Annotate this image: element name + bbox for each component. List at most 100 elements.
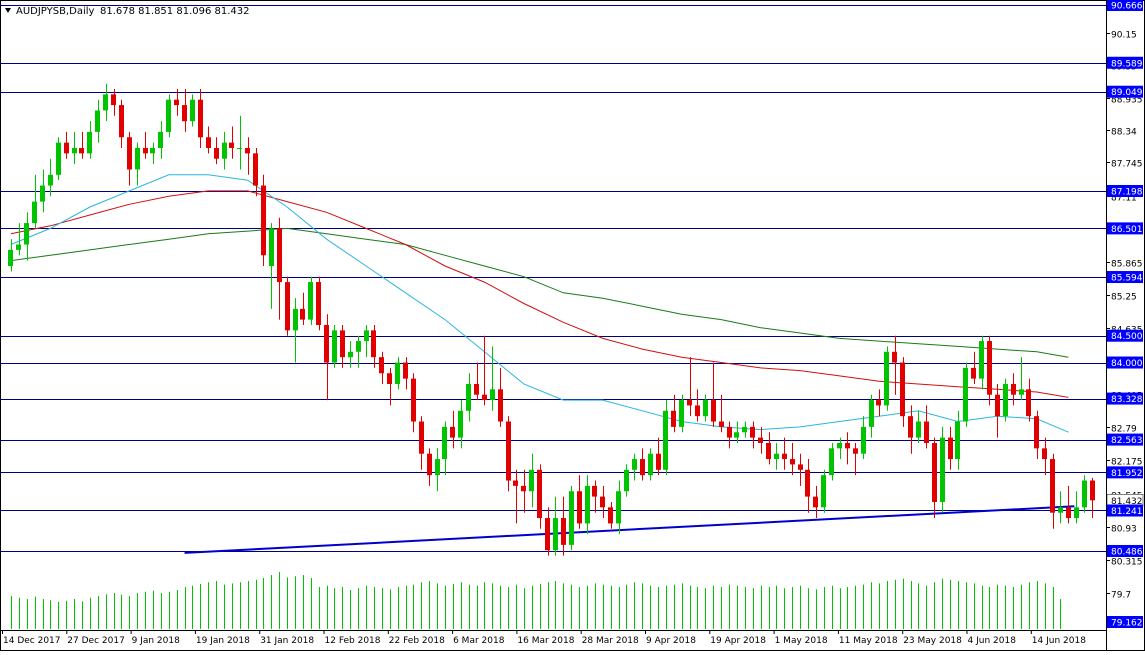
bull-candle xyxy=(663,400,668,476)
bear-candle xyxy=(545,507,550,556)
candle-body xyxy=(64,142,69,154)
bull-candle xyxy=(395,357,400,390)
bull-candle xyxy=(435,448,440,492)
candle-body xyxy=(766,442,771,460)
price-badge-label: 84.000 xyxy=(1111,359,1143,369)
level-price-badge xyxy=(1107,356,1143,369)
candle-body xyxy=(932,442,937,502)
bear-candle xyxy=(427,448,432,486)
candle-body xyxy=(979,341,984,379)
bear-candle xyxy=(277,217,282,320)
bull-candle xyxy=(364,324,369,358)
candle-body xyxy=(884,351,889,406)
bear-candle xyxy=(608,501,613,529)
bear-candle xyxy=(656,437,661,476)
candle-body xyxy=(805,469,810,497)
candle-body xyxy=(829,448,834,476)
candle-body xyxy=(561,518,566,545)
candle-body xyxy=(963,367,968,422)
bear-candle xyxy=(411,373,416,433)
candle-body xyxy=(742,426,747,433)
bear-candle xyxy=(592,480,597,513)
candle-body xyxy=(987,341,992,395)
candle-body xyxy=(1019,389,1024,395)
candle-body xyxy=(750,426,755,438)
bull-candle xyxy=(87,121,92,159)
candle-body xyxy=(600,496,605,508)
x-tick-label: 19 Apr 2018 xyxy=(710,636,766,646)
level-price-badge xyxy=(1107,433,1143,446)
candle-body xyxy=(845,442,850,449)
candle-body xyxy=(229,142,234,148)
candle-body xyxy=(174,99,179,106)
bull-candle xyxy=(95,99,100,143)
bear-candle xyxy=(900,357,905,427)
bear-candle xyxy=(450,410,455,449)
y-tick-label: 80.315 xyxy=(1111,558,1143,568)
candle-body xyxy=(916,421,921,438)
candle-body xyxy=(876,400,881,406)
bull-candle xyxy=(679,394,684,433)
candle-body xyxy=(364,330,369,342)
candle-body xyxy=(648,453,653,476)
bull-candle xyxy=(16,223,21,256)
bull-candle xyxy=(829,442,834,481)
candle-body xyxy=(395,362,400,384)
candle-body xyxy=(727,426,732,438)
bear-candle xyxy=(1042,437,1047,476)
candle-body xyxy=(900,362,905,417)
price-badges: 90.666 89.589 89.049 87.198 86.501 85.594 84.5… xyxy=(1106,0,1144,629)
level-price-badge xyxy=(1107,504,1143,517)
bear-candle xyxy=(261,174,266,266)
candles xyxy=(8,83,1095,556)
bear-candle xyxy=(482,335,487,406)
x-tick-label: 22 Feb 2018 xyxy=(389,636,445,646)
bull-candle xyxy=(553,496,558,556)
bull-candle xyxy=(774,442,779,470)
x-tick-label: 19 Jan 2018 xyxy=(196,636,250,646)
price-badge-label: 90.666 xyxy=(1111,2,1143,12)
candle-body xyxy=(790,459,795,465)
bear-candle xyxy=(577,475,582,529)
candle-body xyxy=(261,185,266,256)
bear-candle xyxy=(379,351,384,384)
candle-body xyxy=(411,378,416,422)
candle-body xyxy=(324,324,329,363)
candle-body xyxy=(253,153,258,186)
candle-body xyxy=(103,94,108,111)
bear-candle xyxy=(214,137,219,165)
bear-candle xyxy=(64,131,69,159)
bear-candle xyxy=(513,469,518,524)
candle-body xyxy=(214,147,219,159)
candle-body xyxy=(1011,383,1016,395)
candle-body xyxy=(182,105,187,122)
x-tick-label: 14 Dec 2017 xyxy=(3,636,61,646)
bull-candle xyxy=(1019,357,1024,401)
level-price-badge xyxy=(1107,56,1143,69)
candle-body xyxy=(135,147,140,170)
bull-candle xyxy=(150,142,155,165)
bear-candle xyxy=(316,276,321,331)
bull-candle xyxy=(332,324,337,368)
bear-candle xyxy=(198,88,203,148)
candle-body xyxy=(16,244,21,250)
ohlc-label: 81.678 81.851 81.096 81.432 xyxy=(100,6,250,17)
candle-body xyxy=(143,147,148,154)
candle-body xyxy=(869,400,874,427)
candle-body xyxy=(371,330,376,358)
candle-body xyxy=(40,185,45,202)
bear-candle xyxy=(206,126,211,154)
candle-body xyxy=(482,394,487,401)
candle-body xyxy=(1042,448,1047,460)
candle-body xyxy=(577,491,582,524)
bear-candle xyxy=(600,485,605,519)
bear-candle xyxy=(111,88,116,116)
candle-body xyxy=(545,518,550,551)
bull-candle xyxy=(734,421,739,443)
time-axis: 14 Dec 2017 27 Dec 2017 9 Jan 2018 19 Jan 2… xyxy=(2,630,1086,646)
price-badge-label: 82.563 xyxy=(1111,436,1143,446)
dropdown-triangle-icon[interactable] xyxy=(5,8,11,13)
bear-candle xyxy=(229,126,234,159)
